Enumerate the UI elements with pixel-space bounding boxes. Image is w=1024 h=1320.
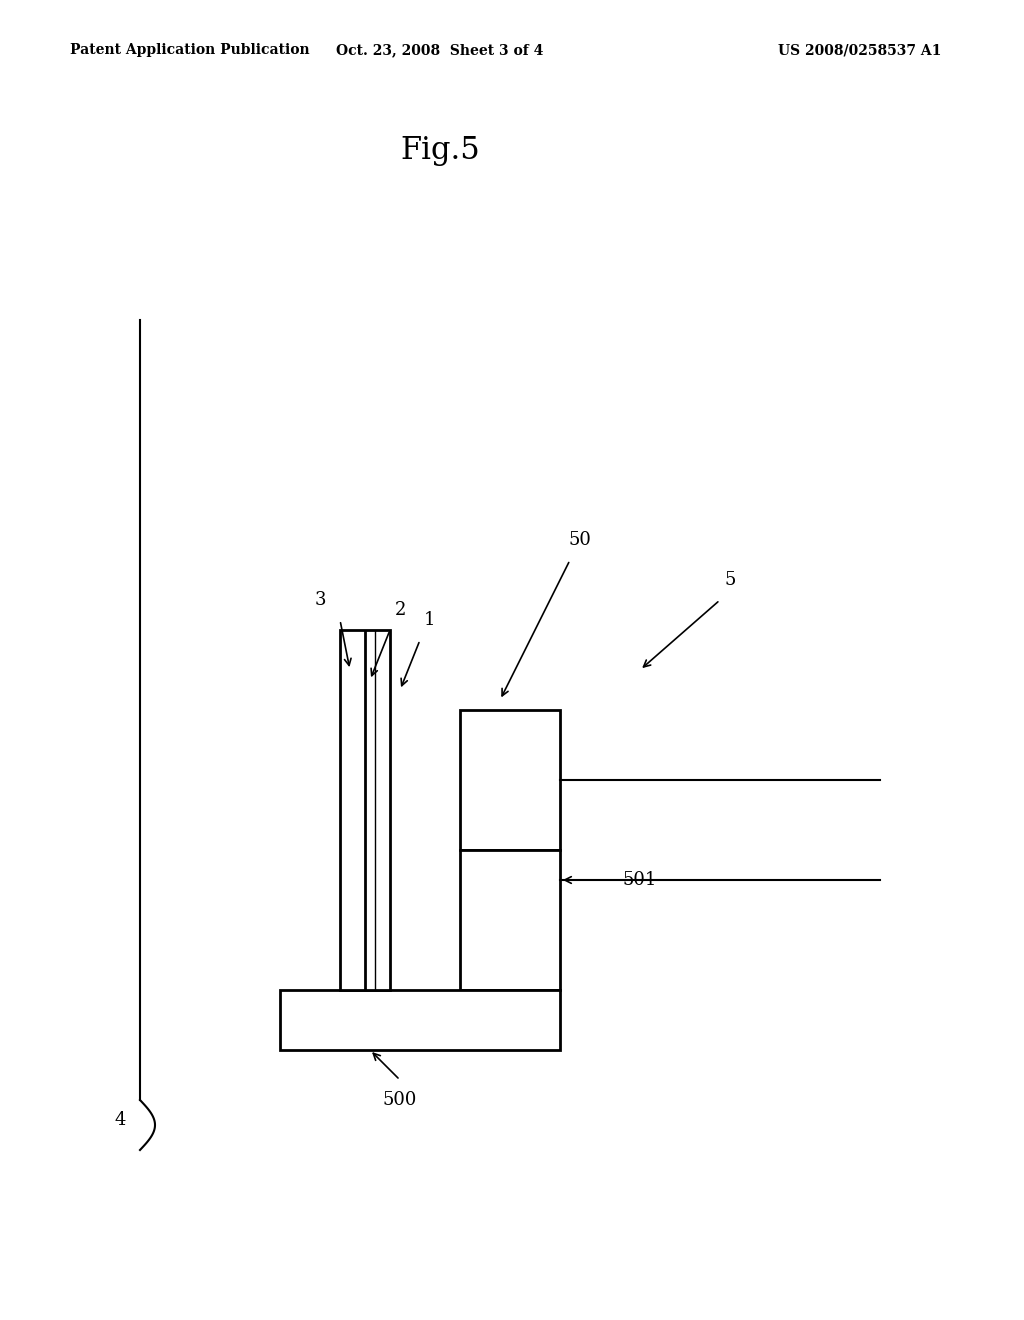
Text: 1: 1: [424, 611, 436, 630]
Text: Oct. 23, 2008  Sheet 3 of 4: Oct. 23, 2008 Sheet 3 of 4: [336, 44, 544, 57]
Text: 5: 5: [724, 572, 735, 589]
Text: 3: 3: [314, 591, 326, 609]
Bar: [340, 630, 390, 990]
Bar: [460, 710, 560, 850]
Text: Patent Application Publication: Patent Application Publication: [70, 44, 309, 57]
Bar: [460, 850, 560, 990]
Text: 500: 500: [383, 1092, 417, 1109]
Text: 2: 2: [394, 601, 406, 619]
Text: 4: 4: [115, 1111, 126, 1129]
Text: 501: 501: [623, 871, 657, 888]
Text: 50: 50: [568, 531, 592, 549]
Text: US 2008/0258537 A1: US 2008/0258537 A1: [778, 44, 942, 57]
Bar: [280, 990, 560, 1049]
Text: Fig.5: Fig.5: [400, 135, 480, 165]
